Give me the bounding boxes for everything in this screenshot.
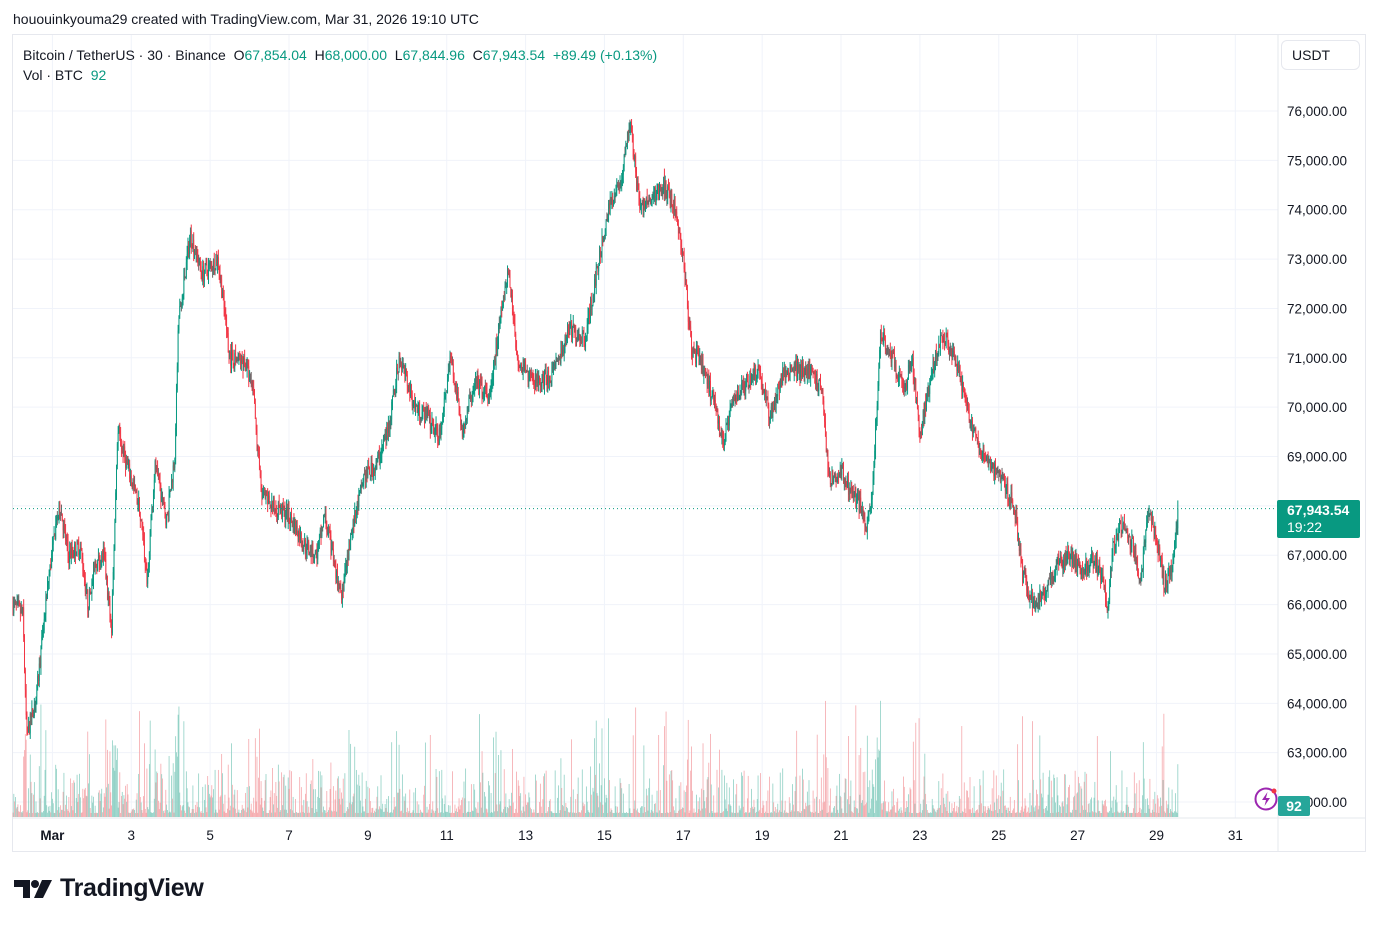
symbol-title[interactable]: Bitcoin / TetherUS · 30 · Binance (23, 47, 226, 63)
open-value: 67,854.04 (244, 47, 307, 63)
close-value: 67,943.54 (482, 47, 546, 63)
close-label: C (472, 47, 483, 63)
x-tick-label: 25 (991, 828, 1006, 843)
x-tick-label: 5 (206, 828, 214, 843)
bar-countdown: 19:22 (1287, 519, 1323, 535)
lightning-icon[interactable] (1253, 786, 1279, 812)
y-tick-label: 67,000.00 (1287, 548, 1347, 563)
y-tick-label: 64,000.00 (1287, 696, 1347, 711)
x-tick-label: 11 (440, 828, 454, 843)
last-price-tag: 67,943.54 19:22 (1277, 500, 1360, 538)
low-value: 67,844.96 (402, 47, 465, 63)
candlesticks (12, 119, 1179, 739)
x-tick-label: 31 (1228, 828, 1243, 843)
low-label: L (394, 47, 403, 63)
x-tick-label: 9 (364, 828, 372, 843)
tradingview-logo-icon (14, 879, 52, 898)
time-axis[interactable]: Mar 3 5 7 9 11 13 15 17 19 21 23 25 27 29 31 (13, 817, 1365, 843)
x-tick-label: 21 (834, 828, 849, 843)
y-tick-label: 63,000.00 (1287, 746, 1347, 761)
y-tick-label: 73,000.00 (1287, 252, 1347, 267)
grid-lines (13, 35, 1278, 818)
volume-value: 92 (90, 67, 107, 83)
y-tick-label: 76,000.00 (1287, 104, 1347, 119)
ohlc-row: Bitcoin / TetherUS · 30 · Binance O67,85… (23, 45, 657, 65)
x-tick-label: 23 (912, 828, 927, 843)
x-tick-label: 17 (676, 828, 691, 843)
chart-credit: hououinkyouma29 created with TradingView… (13, 11, 479, 27)
last-price-value: 67,943.54 (1287, 502, 1350, 518)
x-tick-label: Mar (40, 828, 65, 843)
volume-tag: 92 (1278, 796, 1310, 816)
x-tick-label: 29 (1149, 828, 1164, 843)
y-tick-label: 74,000.00 (1287, 203, 1347, 218)
volume-row: Vol · BTC 92 (23, 65, 657, 85)
y-tick-label: 70,000.00 (1287, 400, 1347, 415)
x-tick-label: 19 (755, 828, 770, 843)
tradingview-logo[interactable]: TradingView (14, 874, 204, 903)
y-tick-label: 65,000.00 (1287, 647, 1347, 662)
high-label: H (314, 47, 325, 63)
change-value: +89.49 (+0.13%) (552, 47, 658, 63)
y-tick-label: 72,000.00 (1287, 301, 1347, 316)
x-tick-label: 15 (597, 828, 612, 843)
y-tick-label: 71,000.00 (1287, 351, 1347, 366)
x-tick-label: 3 (128, 828, 136, 843)
y-tick-label: 75,000.00 (1287, 153, 1347, 168)
volume-bars (12, 700, 1179, 817)
x-tick-label: 7 (285, 828, 293, 843)
y-tick-label: 66,000.00 (1287, 598, 1347, 613)
x-tick-label: 27 (1070, 828, 1085, 843)
y-tick-label: 69,000.00 (1287, 450, 1347, 465)
high-value: 68,000.00 (324, 47, 388, 63)
x-tick-label: 13 (518, 828, 533, 843)
chart-frame[interactable] (12, 34, 1366, 852)
volume-label[interactable]: Vol · BTC (23, 67, 83, 83)
open-label: O (233, 47, 245, 63)
tradingview-wordmark: TradingView (60, 874, 204, 902)
currency-button[interactable]: USDT (1281, 40, 1360, 70)
chart-legend: Bitcoin / TetherUS · 30 · Binance O67,85… (23, 45, 657, 85)
price-axis[interactable]: 76,000.00 75,000.00 74,000.00 73,000.00 72,0… (1277, 35, 1347, 851)
